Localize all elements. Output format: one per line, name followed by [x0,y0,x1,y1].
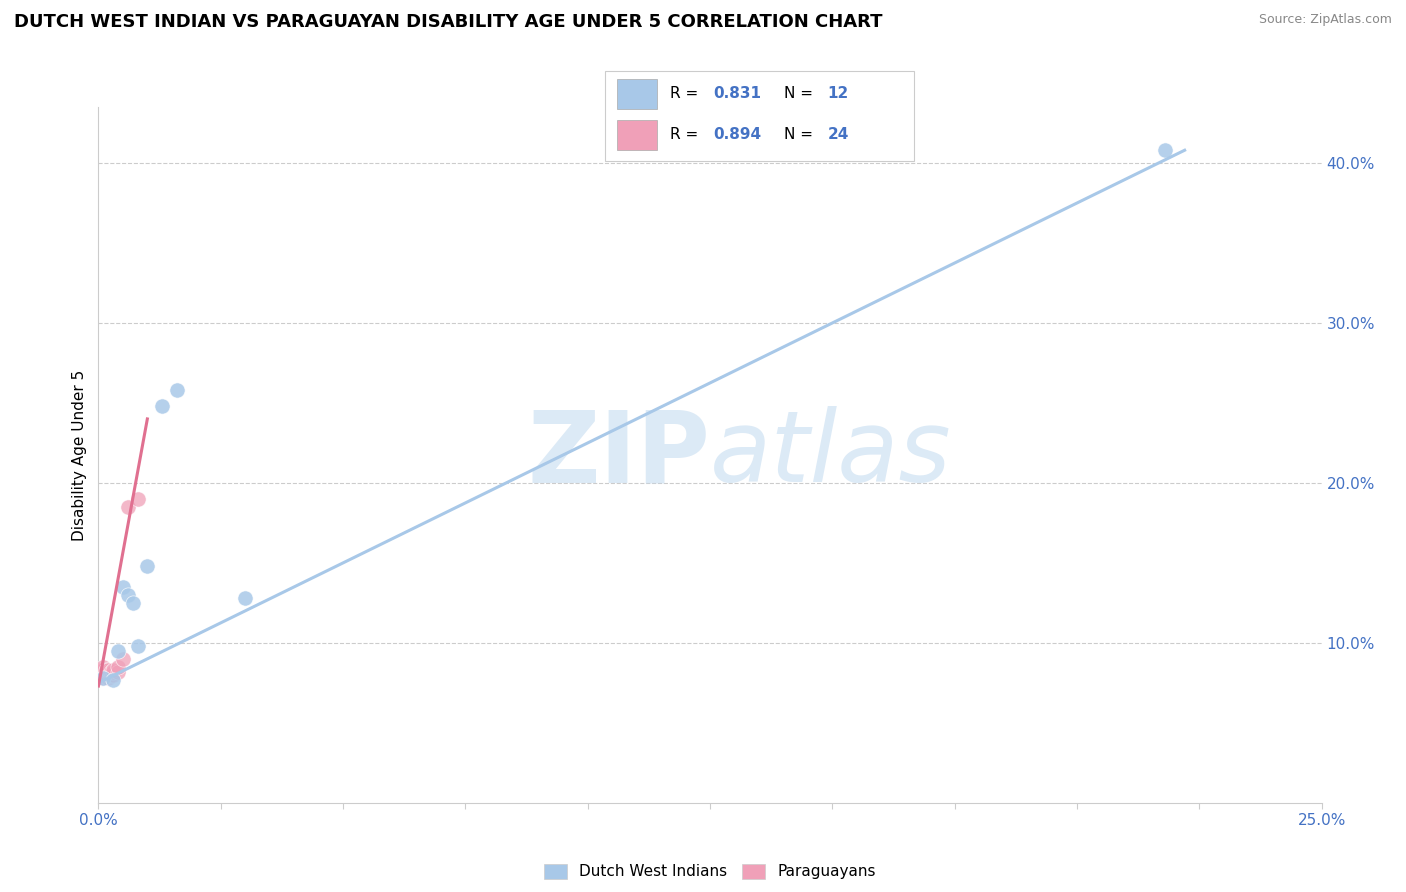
Point [100,665,122,679]
Point [111,652,134,666]
Point [127,491,149,506]
Point [97,671,120,685]
Point [107,665,129,679]
Bar [617,79,657,109]
Point [111,580,134,594]
Text: N =: N = [785,128,818,142]
Point [97,668,120,682]
Point [101,668,124,682]
Point [166,383,188,397]
Point [101,673,124,687]
Y-axis label: Disability Age Under 5: Disability Age Under 5 [72,369,87,541]
Text: N =: N = [785,87,818,101]
Point [127,639,149,653]
Point [101,663,124,677]
Text: Source: ZipAtlas.com: Source: ZipAtlas.com [1258,13,1392,27]
Point [117,500,139,514]
Point [91,663,114,677]
Point [90,665,112,679]
Point [97,663,120,677]
Point [90,663,112,677]
Point [97,665,120,679]
Text: 0.831: 0.831 [713,87,761,101]
Point [150,399,173,413]
Point [101,665,124,679]
Point [233,591,256,605]
Point [107,644,129,658]
Point [107,660,129,674]
Point [91,665,114,679]
Bar [617,120,657,150]
Point [117,588,139,602]
Point [1154,143,1177,157]
Point [100,668,122,682]
Text: DUTCH WEST INDIAN VS PARAGUAYAN DISABILITY AGE UNDER 5 CORRELATION CHART: DUTCH WEST INDIAN VS PARAGUAYAN DISABILI… [14,13,883,31]
Text: ZIP: ZIP [527,407,710,503]
Point [94,663,117,677]
Text: atlas: atlas [710,407,952,503]
Text: 12: 12 [827,87,849,101]
Point [91,671,114,685]
Text: R =: R = [669,87,703,101]
Text: R =: R = [669,128,703,142]
Point [121,596,143,610]
Point [94,665,117,679]
Legend: Dutch West Indians, Paraguayans: Dutch West Indians, Paraguayans [538,857,882,886]
Text: 0.894: 0.894 [713,128,761,142]
Point [91,660,114,674]
Text: 24: 24 [827,128,849,142]
Point [94,668,117,682]
Point [91,668,114,682]
Point [136,559,159,574]
Point [91,671,114,685]
